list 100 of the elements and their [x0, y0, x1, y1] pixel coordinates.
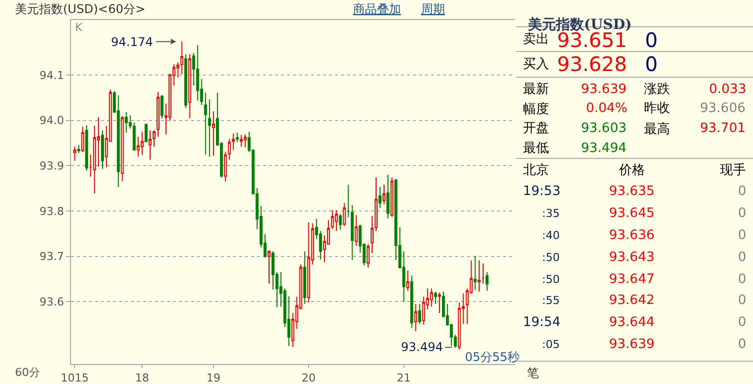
text: 涨跌: [644, 82, 670, 97]
candlestick: [382, 184, 386, 205]
y-tick-label: 94.0: [39, 114, 64, 128]
text: 开盘: [523, 121, 549, 136]
candlestick: [486, 272, 489, 292]
candlestick: [478, 260, 481, 292]
candlestick: [438, 292, 441, 314]
text: 0.033: [709, 82, 746, 97]
x-tick-label: 19: [206, 371, 221, 384]
y-tick-label: 93.6: [39, 295, 64, 308]
candlestick: [77, 144, 80, 154]
candlestick: [204, 92, 208, 155]
candlestick: [212, 110, 215, 156]
candlestick: [224, 151, 227, 182]
y-tick-label: 94.1: [39, 68, 64, 82]
candlestick: [228, 138, 231, 160]
annotation: 94.174: [111, 35, 153, 49]
candlestick: [85, 124, 88, 172]
candlestick: [482, 263, 485, 284]
text: 93.628: [557, 52, 627, 76]
text: 笔: [527, 366, 539, 380]
candlestick: [430, 288, 434, 308]
text: 93.701: [700, 121, 746, 136]
candlestick: [240, 134, 243, 148]
text: 现手: [720, 163, 746, 178]
candlestick: [244, 134, 247, 148]
text: 最低: [523, 141, 549, 156]
text: 价格: [618, 163, 645, 178]
candlestick: [338, 214, 342, 230]
candlestick: [73, 146, 76, 162]
text: 0: [738, 337, 746, 352]
text: 93.635: [609, 184, 654, 199]
y-tick-label: 93.9: [39, 160, 64, 173]
text: 93.647: [609, 272, 654, 287]
candlestick: [406, 270, 410, 292]
text: 最高: [644, 121, 670, 137]
candlestick: [366, 244, 370, 268]
candlestick: [334, 210, 338, 232]
text: 0: [738, 228, 746, 243]
candlestick: [232, 133, 235, 150]
candlestick: [307, 222, 310, 304]
candlestick: [116, 94, 120, 188]
candlestick: [188, 54, 192, 119]
y-tick-label: 93.7: [39, 250, 64, 264]
text: 93.494: [581, 141, 626, 156]
text: 0: [738, 315, 746, 330]
candlestick: [180, 41, 184, 75]
text: 昨收: [644, 101, 670, 116]
candlestick: [120, 116, 124, 182]
text: 卖出: [523, 32, 549, 47]
text: 周期: [421, 2, 445, 16]
candlestick: [474, 255, 477, 290]
candlestick: [236, 132, 239, 143]
text: 买入: [523, 57, 549, 72]
text: 商品叠加: [353, 2, 401, 16]
text: 93.639: [609, 337, 654, 352]
text: 93.645: [609, 206, 654, 221]
text: 0: [738, 250, 746, 265]
text: 93.644: [609, 315, 654, 330]
candlestick: [418, 303, 422, 324]
candlestick: [330, 210, 334, 230]
candlestick: [208, 99, 212, 158]
text: 北京: [523, 163, 549, 178]
candlestick: [342, 202, 346, 226]
text: :05: [542, 338, 560, 351]
candlestick: [101, 130, 104, 170]
candlestick: [346, 184, 350, 218]
text: 0: [645, 28, 658, 52]
annotation: 05分55秒: [465, 350, 520, 364]
text: :35: [542, 207, 560, 220]
candlestick: [390, 176, 394, 218]
candlestick: [268, 250, 270, 284]
candlestick: [196, 44, 200, 101]
text: 最新: [523, 82, 549, 97]
text: 0: [738, 272, 746, 287]
text: :55: [542, 294, 560, 307]
y-tick-label: 93.8: [39, 204, 64, 218]
candlestick: [140, 131, 144, 156]
text: 93.606: [700, 101, 746, 116]
candlestick: [144, 123, 148, 143]
candlestick: [81, 126, 84, 153]
candlestick: [410, 274, 414, 328]
text: 0.04%: [586, 101, 628, 116]
annotation: K: [75, 21, 83, 34]
annotation: 93.494: [401, 340, 443, 354]
candlestick: [124, 112, 128, 134]
text: :50: [542, 251, 560, 264]
candlestick: [152, 130, 156, 148]
candlestick: [378, 186, 382, 208]
text: 0: [645, 52, 658, 76]
candlestick: [156, 92, 160, 138]
candlestick: [386, 174, 390, 219]
text: 幅度: [523, 101, 549, 117]
text: 93.643: [609, 250, 654, 265]
x-tick-label: 21: [396, 371, 411, 384]
text: 19:53: [523, 184, 560, 199]
text: :40: [542, 229, 560, 242]
text: 0: [738, 206, 746, 221]
x-tick-label: 1015: [60, 371, 89, 384]
text: 93.603: [581, 121, 626, 136]
